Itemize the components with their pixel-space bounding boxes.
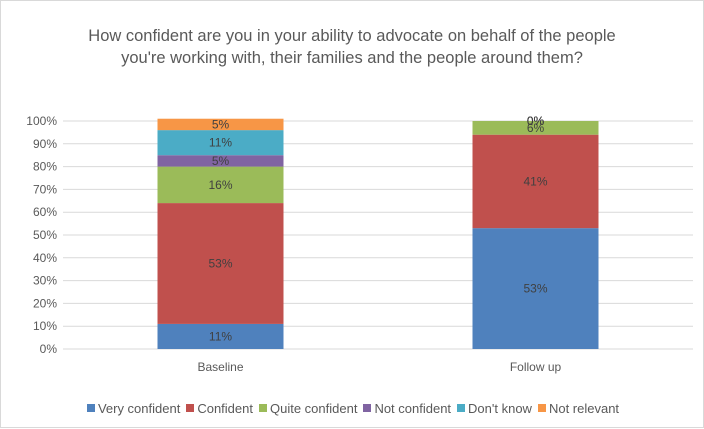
x-tick-label: Baseline: [197, 360, 243, 374]
data-label: 0%: [527, 114, 545, 128]
legend: Very confident Confident Quite confident No…: [1, 398, 704, 418]
legend-entry: Confident: [186, 401, 253, 416]
data-label: 0%: [527, 114, 545, 128]
bar-segment: [157, 323, 284, 349]
y-tick-label: 100%: [26, 114, 57, 128]
legend-entry: Not relevant: [537, 400, 620, 416]
bar-segment: [157, 118, 284, 131]
legend-entry: Very confident: [86, 400, 181, 416]
y-tick-label: 90%: [33, 137, 57, 151]
data-label: 6%: [527, 121, 545, 135]
y-tick-label: 50%: [33, 228, 57, 242]
legend-entry: Don't know: [457, 401, 532, 416]
legend-label: Quite confident: [269, 400, 358, 416]
legend-entry: Not confident: [363, 401, 451, 416]
x-tick-label: Follow up: [510, 360, 562, 374]
y-tick-label: 10%: [33, 319, 57, 333]
legend-label: Confident: [197, 400, 253, 416]
legend-label: Not confident: [374, 400, 452, 416]
data-label: 53%: [208, 257, 232, 271]
y-tick-label: 70%: [33, 182, 57, 196]
data-label: 53%: [523, 282, 547, 296]
legend-label: Don't know: [468, 400, 532, 416]
legend-swatch: [537, 404, 546, 412]
chart-title: How confident are you in your ability to…: [88, 27, 616, 67]
bar-segment: [157, 155, 284, 167]
bar-segment: [157, 130, 284, 156]
legend-entry: Quite confident: [258, 400, 358, 416]
legend-swatch: [258, 404, 267, 412]
bar-segment: [472, 134, 599, 229]
data-label: 0%: [527, 114, 545, 128]
bar-segment: [472, 228, 599, 349]
bar-segment: [157, 203, 284, 324]
y-tick-label: 60%: [33, 205, 57, 219]
data-label: 11%: [209, 136, 232, 150]
data-label: 5%: [212, 154, 230, 168]
y-tick-label: 0%: [40, 342, 58, 356]
y-tick-label: 40%: [33, 251, 57, 265]
data-label: 11%: [209, 329, 232, 343]
data-label: 41%: [523, 174, 547, 188]
data-label: 16%: [208, 178, 232, 192]
legend-label: Not relevant: [548, 400, 620, 416]
y-tick-label: 80%: [33, 160, 57, 174]
y-tick-label: 30%: [33, 274, 57, 288]
legend-swatch: [86, 404, 95, 412]
legend-swatch: [186, 404, 195, 412]
bar-segment: [157, 166, 284, 204]
y-tick-label: 20%: [33, 296, 57, 310]
bar-segment: [472, 121, 599, 135]
data-label: 5%: [212, 117, 230, 131]
legend-swatch: [363, 404, 372, 412]
legend-swatch: [457, 404, 466, 412]
legend-label: Very confident: [97, 400, 181, 416]
